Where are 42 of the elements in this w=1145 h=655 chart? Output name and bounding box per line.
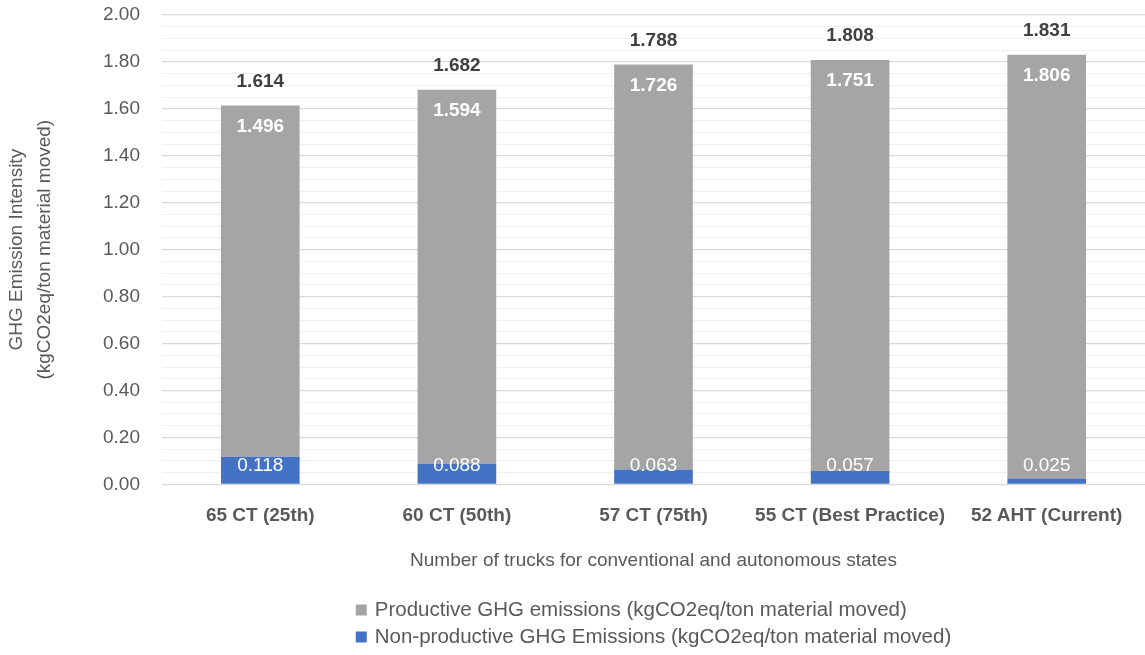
y-tick-label: 0.00 xyxy=(103,472,140,494)
data-label: 1.594 xyxy=(433,98,482,120)
y-tick-label: 1.40 xyxy=(103,144,140,166)
data-label: 1.496 xyxy=(236,114,285,136)
y-tick-label: 1.20 xyxy=(103,190,140,212)
data-label: 0.088 xyxy=(433,453,481,475)
legend-label: Non-productive GHG Emissions (kgCO2eq/ton material moved) xyxy=(374,623,952,647)
total-label: 1.614 xyxy=(236,69,285,91)
y-tick-label: 0.80 xyxy=(103,284,140,306)
x-tick-label: 65 CT (25th) xyxy=(205,504,315,526)
y-axis-title: GHG Emission Intensity (kgCO2eq/ton material moved) xyxy=(5,119,54,380)
total-label: 1.788 xyxy=(629,28,678,50)
x-axis-title: Number of trucks for conventional and autonomous states xyxy=(410,548,897,570)
legend-label: Productive GHG emissions (kgCO2eq/ton material moved) xyxy=(374,596,907,620)
bar xyxy=(1007,478,1087,484)
y-tick-label: 0.20 xyxy=(103,425,140,447)
y-tick-label: 1.00 xyxy=(103,237,140,259)
bar xyxy=(614,64,693,470)
x-tick-label: 57 CT (75th) xyxy=(599,504,708,526)
data-label: 1.726 xyxy=(629,73,678,95)
bar xyxy=(614,469,693,484)
bar xyxy=(1007,54,1087,479)
x-tick-label: 60 CT (50th) xyxy=(402,504,512,526)
y-tick-label: 0.60 xyxy=(103,331,140,353)
y-tick-label: 0.40 xyxy=(103,378,140,400)
data-label: 1.806 xyxy=(1022,63,1071,85)
x-tick-label: 52 AHT (Current) xyxy=(971,504,1123,526)
total-label: 1.831 xyxy=(1022,18,1071,40)
x-tick-label: 55 CT (Best Practice) xyxy=(755,504,946,526)
data-label: 0.063 xyxy=(629,453,678,475)
y-tick-label: 1.80 xyxy=(103,50,140,72)
data-label: 0.057 xyxy=(826,453,874,475)
data-label: 1.751 xyxy=(826,69,875,91)
y-tick-label: 1.60 xyxy=(103,97,140,119)
y-tick-label: 2.00 xyxy=(103,3,140,25)
bar xyxy=(810,60,890,472)
data-label: 0.025 xyxy=(1022,453,1071,475)
bar xyxy=(220,105,300,457)
total-label: 1.682 xyxy=(433,53,481,75)
bar xyxy=(810,471,890,484)
data-label: 0.118 xyxy=(237,453,284,475)
total-label: 1.808 xyxy=(826,24,874,46)
